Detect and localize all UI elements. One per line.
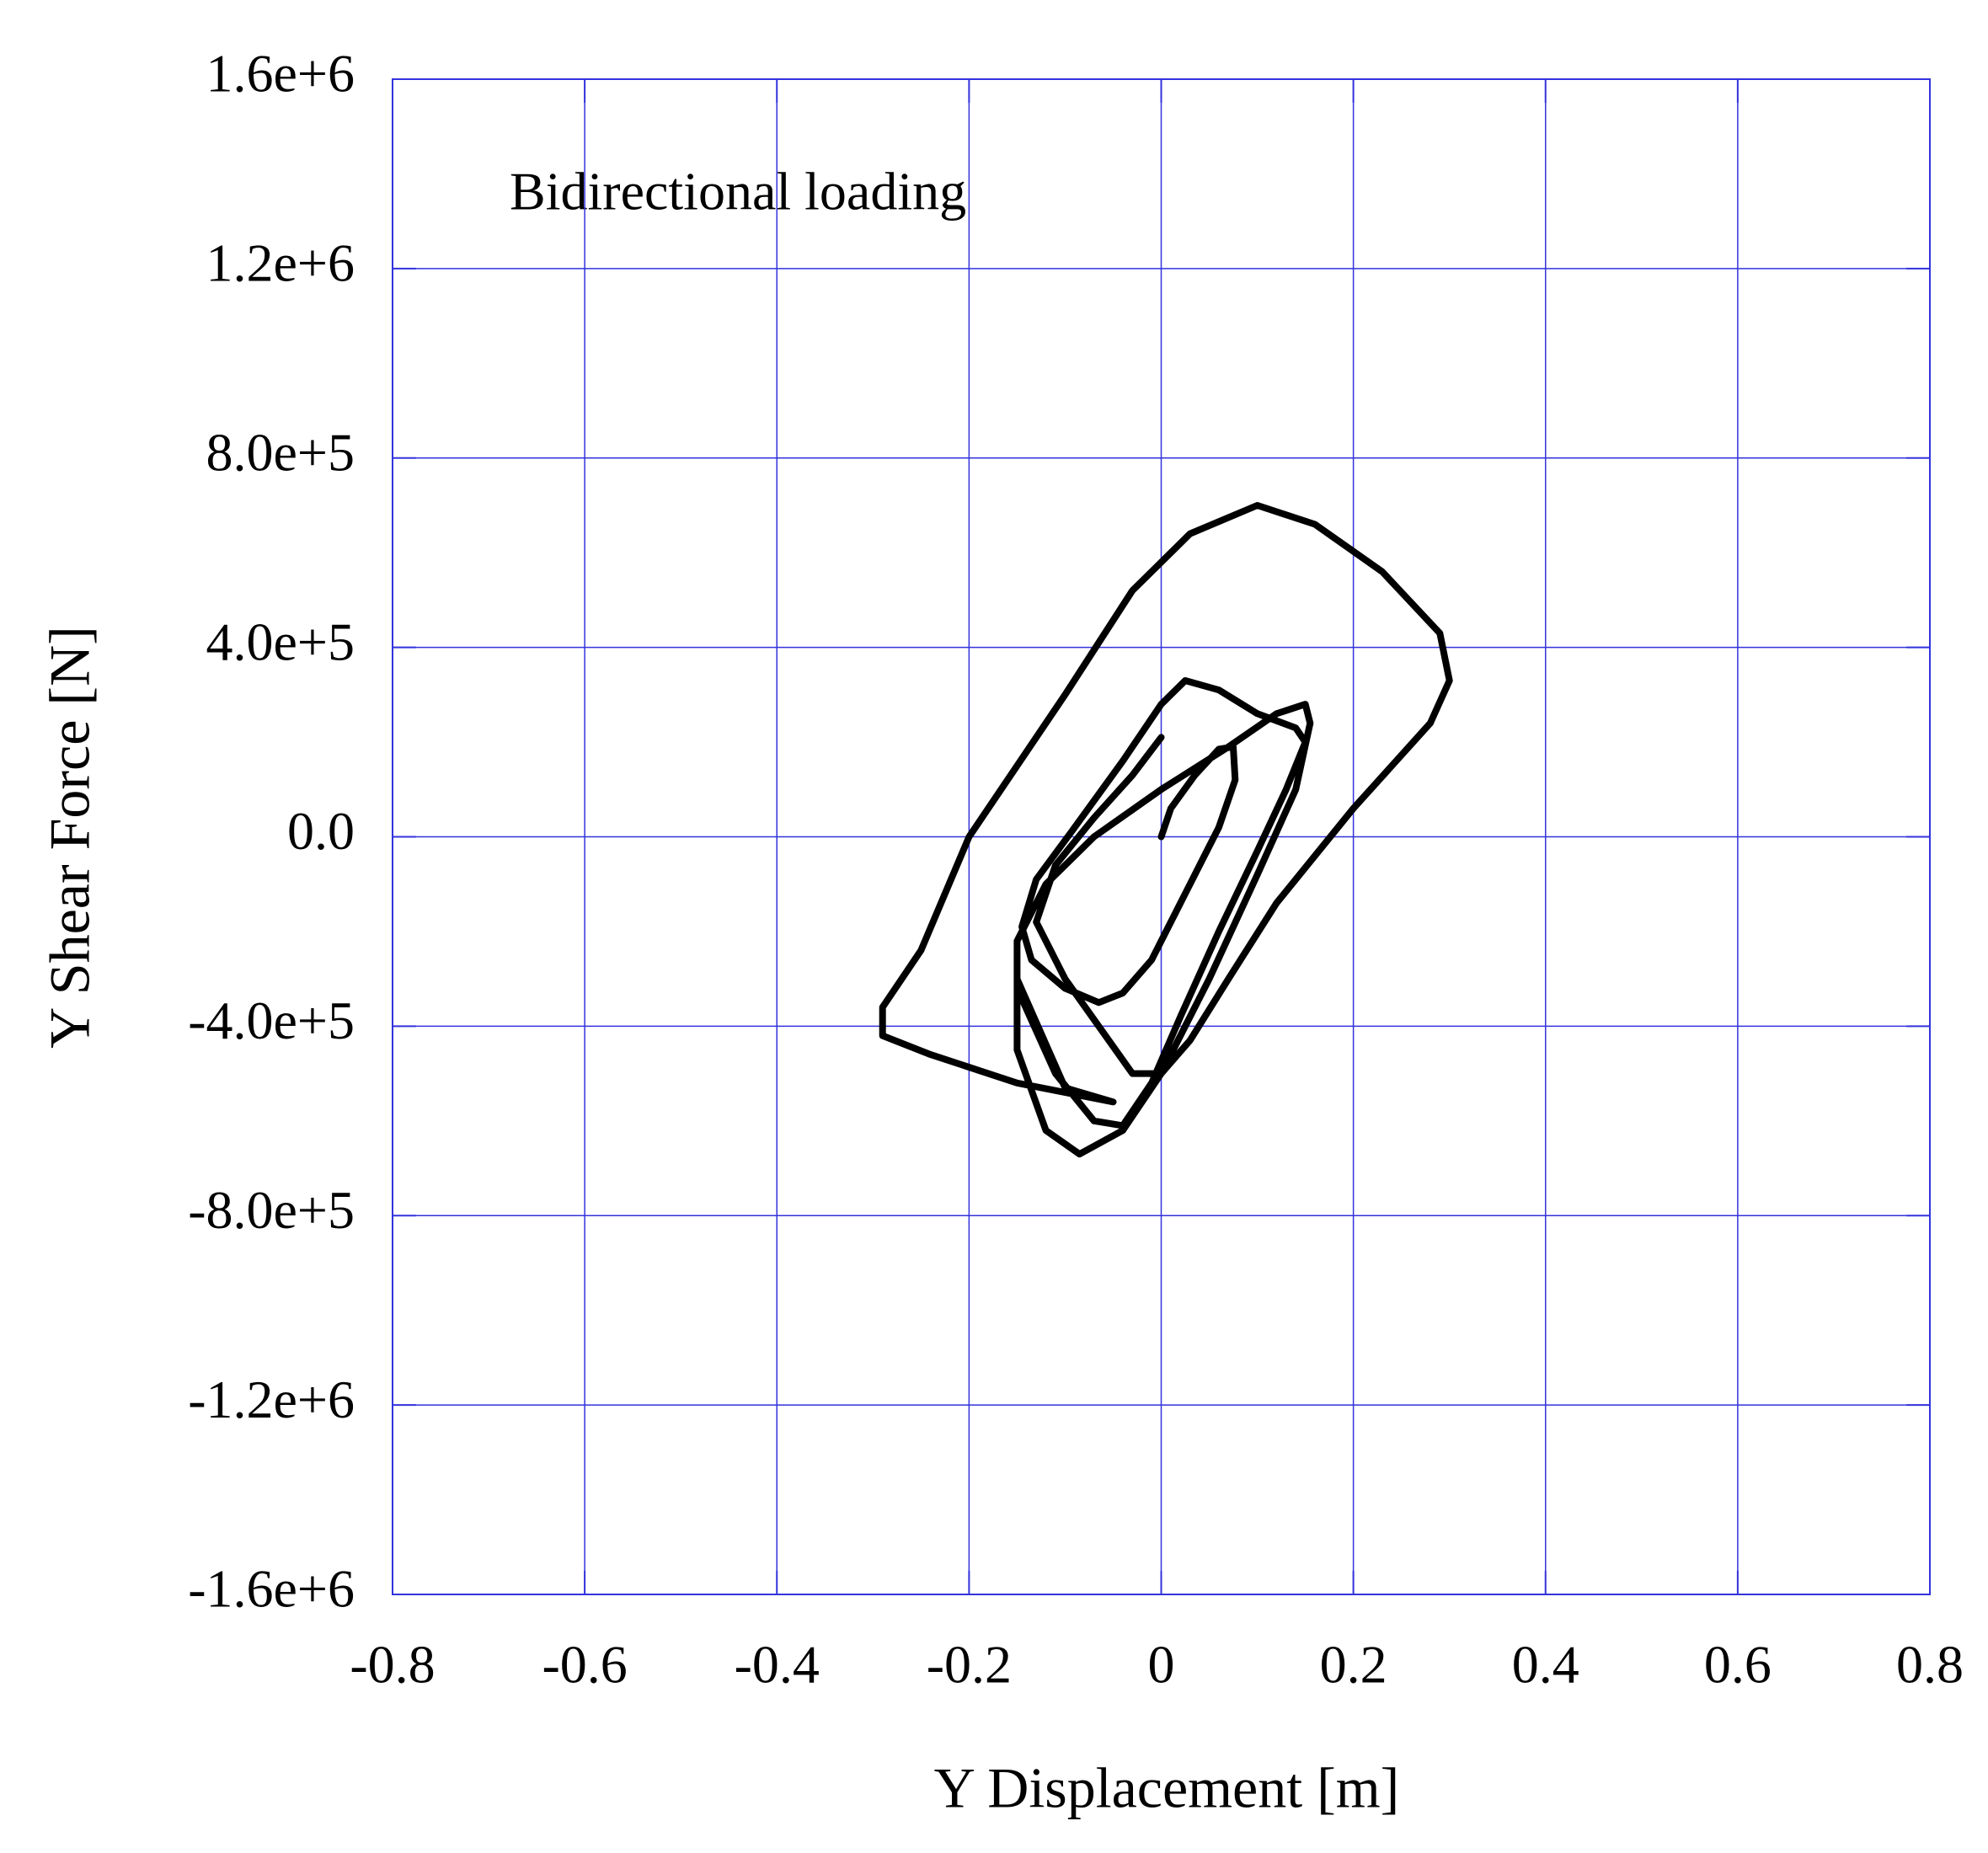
x-tick-label: -0.8	[350, 1635, 435, 1695]
y-tick-label: -8.0e+5	[188, 1180, 355, 1240]
x-tick-label: 0.8	[1896, 1635, 1964, 1695]
x-tick-label: -0.4	[735, 1635, 820, 1695]
annotation: Bidirectional loading	[510, 162, 966, 222]
x-tick-label: 0.4	[1512, 1635, 1579, 1695]
y-tick-label: -1.6e+6	[188, 1559, 355, 1619]
x-tick-label: 0.2	[1320, 1635, 1387, 1695]
y-tick-label: 1.6e+6	[206, 44, 355, 104]
x-axis-label: Y Displacement [m]	[934, 1756, 1400, 1820]
data-line	[879, 502, 1453, 1158]
y-tick-label: 4.0e+5	[206, 611, 355, 671]
x-tick-label: 0.6	[1704, 1635, 1772, 1695]
y-tick-label: 1.2e+6	[206, 233, 355, 293]
y-tick-label: -4.0e+5	[188, 991, 355, 1050]
y-tick-label: 8.0e+5	[206, 422, 355, 482]
y-tick-label: -1.2e+6	[188, 1370, 355, 1429]
x-tick-label: -0.6	[542, 1635, 627, 1695]
y-tick-label: 0.0	[287, 801, 355, 861]
x-tick-label: -0.2	[927, 1635, 1012, 1695]
y-axis-label: Y Shear Force [N]	[38, 626, 102, 1049]
plot-frame	[392, 78, 1931, 1595]
x-tick-label: 0	[1148, 1635, 1175, 1695]
